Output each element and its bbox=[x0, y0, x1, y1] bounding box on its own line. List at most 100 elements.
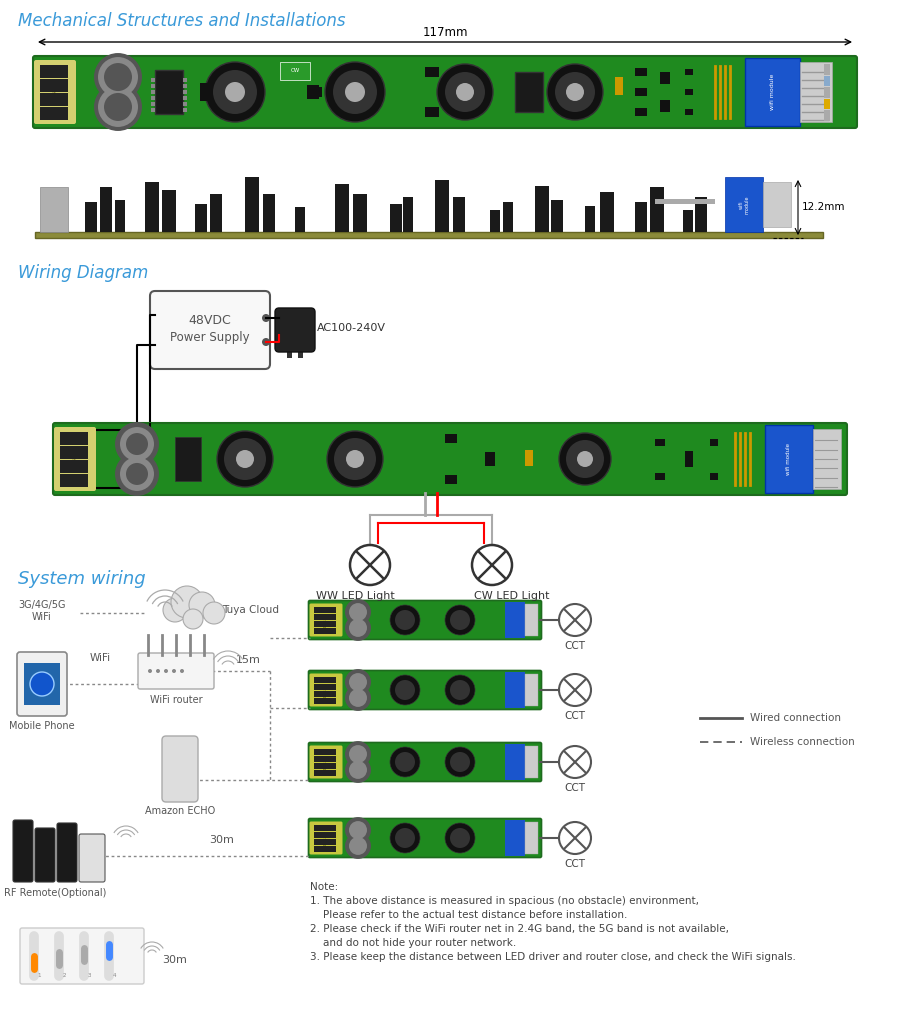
FancyBboxPatch shape bbox=[309, 742, 542, 781]
Circle shape bbox=[164, 669, 168, 673]
Circle shape bbox=[390, 747, 420, 777]
Bar bbox=[390, 204, 402, 232]
Text: 117mm: 117mm bbox=[422, 26, 468, 39]
Bar bbox=[183, 90, 187, 94]
Circle shape bbox=[346, 450, 364, 468]
Bar bbox=[314, 756, 336, 762]
Bar bbox=[683, 210, 693, 232]
Text: 1: 1 bbox=[37, 973, 40, 978]
Text: DC48V: DC48V bbox=[324, 613, 328, 627]
Bar bbox=[40, 65, 68, 78]
Bar bbox=[425, 107, 439, 118]
Bar bbox=[335, 184, 349, 232]
Bar bbox=[695, 197, 707, 232]
Text: wifi module: wifi module bbox=[770, 74, 775, 110]
Bar bbox=[314, 677, 336, 683]
Circle shape bbox=[98, 87, 138, 127]
Text: 15m: 15m bbox=[236, 655, 260, 665]
Text: Power Supply: Power Supply bbox=[170, 332, 250, 344]
Circle shape bbox=[156, 669, 160, 673]
Bar bbox=[35, 232, 823, 238]
Bar bbox=[60, 432, 88, 445]
Circle shape bbox=[445, 747, 475, 777]
Bar bbox=[314, 825, 336, 831]
Bar bbox=[685, 109, 693, 115]
Text: WiFi router: WiFi router bbox=[149, 695, 202, 705]
Circle shape bbox=[94, 53, 142, 101]
Circle shape bbox=[345, 685, 371, 711]
Circle shape bbox=[349, 745, 367, 763]
Bar bbox=[245, 177, 259, 232]
Text: 12.2mm: 12.2mm bbox=[802, 202, 845, 212]
Circle shape bbox=[345, 82, 365, 102]
Bar bbox=[60, 474, 88, 487]
Bar bbox=[183, 84, 187, 88]
Circle shape bbox=[333, 70, 377, 114]
Text: DC48V: DC48V bbox=[52, 81, 58, 103]
Text: 3: 3 bbox=[87, 973, 91, 978]
Circle shape bbox=[217, 431, 273, 487]
Text: 4: 4 bbox=[112, 973, 116, 978]
Bar bbox=[525, 450, 533, 466]
Circle shape bbox=[345, 614, 371, 641]
Bar bbox=[210, 194, 222, 232]
Circle shape bbox=[126, 463, 148, 485]
Bar bbox=[655, 438, 665, 445]
Bar bbox=[175, 437, 201, 481]
Bar bbox=[600, 192, 614, 232]
Bar bbox=[183, 102, 187, 106]
Circle shape bbox=[349, 821, 367, 839]
Bar bbox=[314, 691, 336, 697]
FancyBboxPatch shape bbox=[310, 822, 343, 855]
Bar bbox=[505, 744, 525, 780]
Bar bbox=[635, 88, 647, 96]
Bar bbox=[151, 78, 155, 82]
Bar bbox=[813, 429, 841, 489]
Circle shape bbox=[547, 64, 603, 120]
Circle shape bbox=[445, 605, 475, 635]
Bar bbox=[100, 187, 112, 232]
Circle shape bbox=[183, 609, 203, 629]
Circle shape bbox=[395, 610, 415, 630]
FancyBboxPatch shape bbox=[138, 653, 214, 689]
Circle shape bbox=[104, 63, 132, 91]
FancyBboxPatch shape bbox=[57, 823, 77, 882]
Circle shape bbox=[437, 64, 493, 120]
Bar bbox=[203, 86, 215, 98]
Circle shape bbox=[30, 672, 54, 696]
Bar bbox=[353, 194, 367, 232]
Bar bbox=[314, 839, 336, 845]
FancyBboxPatch shape bbox=[13, 820, 33, 882]
Circle shape bbox=[345, 757, 371, 783]
Bar bbox=[314, 607, 336, 613]
Circle shape bbox=[390, 675, 420, 705]
Bar bbox=[115, 200, 125, 232]
Bar bbox=[660, 100, 670, 111]
FancyBboxPatch shape bbox=[54, 427, 96, 491]
Bar bbox=[40, 107, 68, 120]
Bar bbox=[710, 438, 718, 445]
Bar bbox=[615, 77, 623, 96]
Bar bbox=[660, 72, 670, 85]
Bar bbox=[162, 190, 176, 232]
FancyBboxPatch shape bbox=[53, 423, 847, 495]
Bar bbox=[295, 207, 305, 232]
Circle shape bbox=[327, 431, 383, 487]
Bar bbox=[314, 770, 336, 776]
Circle shape bbox=[236, 450, 254, 468]
Bar bbox=[183, 96, 187, 100]
Circle shape bbox=[115, 452, 159, 496]
Text: Wireless connection: Wireless connection bbox=[750, 737, 855, 747]
Circle shape bbox=[450, 610, 470, 630]
Bar bbox=[505, 602, 525, 638]
FancyBboxPatch shape bbox=[309, 600, 542, 639]
Text: 48VDC: 48VDC bbox=[189, 313, 231, 327]
FancyBboxPatch shape bbox=[20, 928, 144, 984]
Bar bbox=[314, 621, 336, 627]
Bar bbox=[425, 67, 439, 76]
Circle shape bbox=[262, 314, 270, 322]
Bar bbox=[263, 194, 275, 232]
Bar bbox=[650, 187, 664, 232]
Bar bbox=[525, 674, 538, 706]
Circle shape bbox=[445, 823, 475, 853]
